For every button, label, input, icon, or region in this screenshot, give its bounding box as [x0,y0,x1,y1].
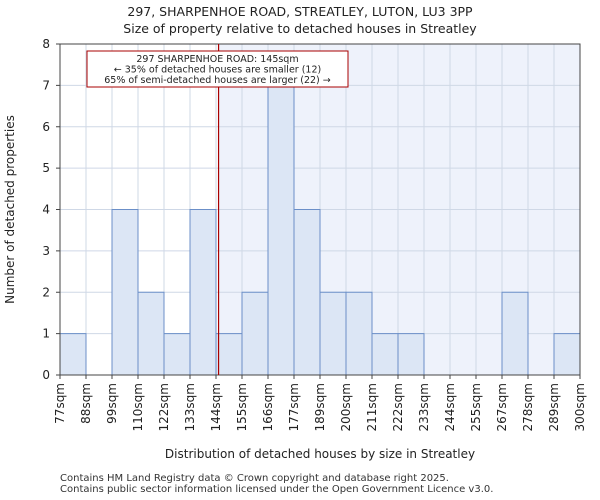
x-tick-label: 222sqm [391,383,405,431]
histogram-bar [319,291,347,376]
axes-layer [56,43,581,379]
y-tick-label: 3 [42,244,50,258]
y-tick-label: 2 [42,285,50,299]
y-tick-label: 8 [42,37,50,51]
histogram-bar [215,333,243,376]
y-tick-label: 5 [42,161,50,175]
bars-layer [59,84,581,376]
y-tick-label: 4 [42,203,50,217]
x-tick-label: 255sqm [469,383,483,431]
chart-title-line2: Size of property relative to detached ho… [123,21,477,36]
y-tick-label: 6 [42,120,50,134]
x-axis-label: Distribution of detached houses by size … [165,447,475,461]
histogram-bar [59,333,87,376]
annotation-box [86,50,349,88]
histogram-bar [241,291,269,376]
x-tick-label: 110sqm [131,383,145,431]
x-tick-label: 289sqm [547,383,561,431]
x-tick-label: 233sqm [417,383,431,431]
x-tick-label: 122sqm [157,383,171,431]
histogram-chart: 297 SHARPENHOE ROAD: 145sqm← 35% of deta… [3,37,587,461]
histogram-bar [397,333,425,376]
histogram-bar [501,291,529,376]
x-tick-label: 133sqm [183,383,197,431]
x-tick-label: 189sqm [313,383,327,431]
chart-title: 297, SHARPENHOE ROAD, STREATLEY, LUTON, … [0,3,600,37]
x-tick-label: 77sqm [53,383,67,424]
histogram-bar [553,333,581,376]
x-tick-label: 267sqm [495,383,509,431]
x-tick-label: 211sqm [365,383,379,431]
footer-line1: Contains HM Land Registry data © Crown c… [60,473,449,484]
histogram-bar [345,291,373,376]
x-tick-label: 244sqm [443,383,457,431]
histogram-bar [163,333,191,376]
x-tick-label: 278sqm [521,383,535,431]
labels-layer: 0 1 2 3 4 5 6 7 8 77sqm 88sqm 99sqm 110sqm 122sqm 133s… [3,37,587,461]
histogram-bar [189,209,217,376]
annotation-text-line: ← 35% of detached houses are smaller (12… [114,65,321,76]
x-tick-label: 200sqm [339,383,353,431]
histogram-bar [137,291,165,376]
x-tick-label: 99sqm [105,383,119,424]
x-tick-label: 144sqm [209,383,223,431]
x-tick-label: 88sqm [79,383,93,424]
footer-line2: Contains public sector information licen… [60,484,494,495]
y-axis-label: Number of detached properties [3,115,17,304]
histogram-bar [267,84,295,376]
chart-title-line1: 297, SHARPENHOE ROAD, STREATLEY, LUTON, … [127,4,473,19]
x-tick-label: 155sqm [235,383,249,431]
y-tick-label: 1 [42,327,50,341]
marker-layer: 297 SHARPENHOE ROAD: 145sqm← 35% of deta… [86,44,349,375]
x-tick-label: 166sqm [261,383,275,431]
histogram-bar [371,333,399,376]
annotation-text-line: 65% of semi-detached houses are larger (… [104,75,331,86]
annotation-text-line: 297 SHARPENHOE ROAD: 145sqm [136,54,298,65]
histogram-bar [293,209,321,376]
x-tick-label: 177sqm [287,383,301,431]
y-tick-label: 0 [42,368,50,382]
y-tick-label: 7 [42,78,50,92]
x-tick-label: 300sqm [573,383,587,431]
attribution-footer: Contains HM Land Registry data © Crown c… [60,473,493,495]
histogram-bar [111,209,139,376]
